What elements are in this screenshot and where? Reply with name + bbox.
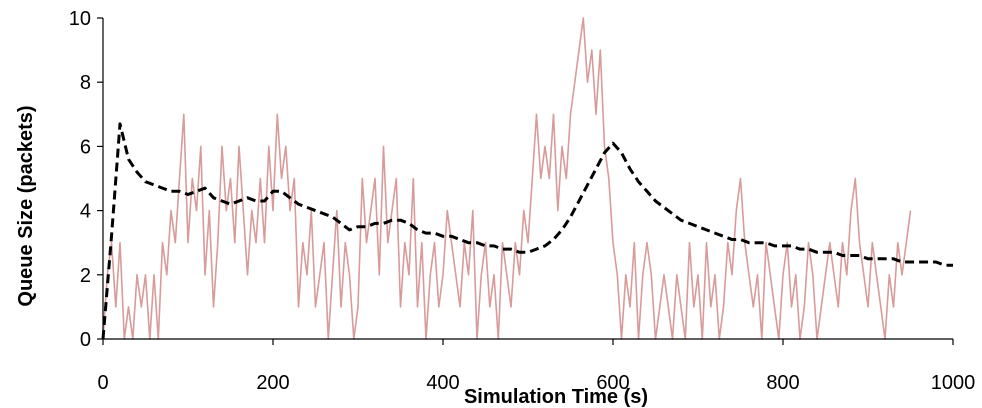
series-line-instantaneous: [102, 17, 912, 340]
y-tick-label: 8: [80, 72, 91, 94]
series-layer: [101, 17, 953, 340]
y-axis-ticks: 0 2 4 6 8 10: [69, 8, 103, 351]
x-tick-label: 0: [97, 372, 108, 394]
y-tick-label: 2: [80, 265, 91, 287]
plot-area: 0 2 4 6 8 10 0 200 400 600 800 1000: [69, 8, 976, 394]
x-tick-label: 400: [426, 372, 459, 394]
series-line-average: [101, 122, 953, 340]
y-axis-title: Queue Size (packets): [15, 105, 37, 306]
y-tick-label: 4: [80, 201, 91, 223]
x-tick-label: 600: [596, 372, 629, 394]
x-axis-ticks: 0 200 400 600 800 1000: [97, 339, 975, 394]
x-axis-title: Simulation Time (s): [464, 386, 648, 408]
x-tick-label: 800: [766, 372, 799, 394]
x-tick-label: 1000: [931, 372, 976, 394]
y-tick-label: 6: [80, 136, 91, 158]
y-tick-label: 10: [69, 8, 91, 30]
y-tick-label: 0: [80, 329, 91, 351]
x-tick-label: 200: [256, 372, 289, 394]
